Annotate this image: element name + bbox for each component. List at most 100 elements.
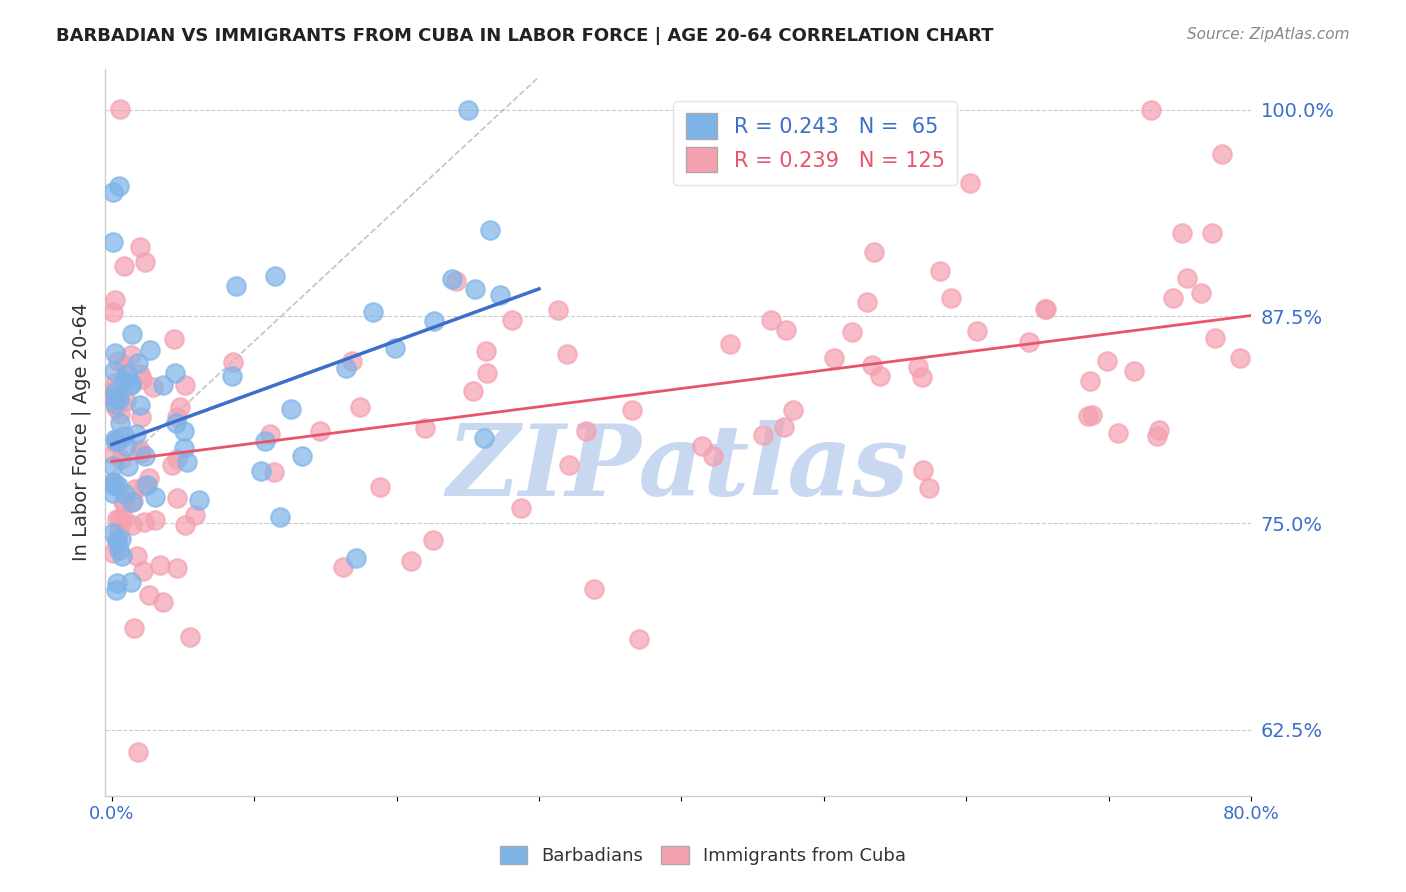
Point [444,275,467,289]
Point [1211,147,1233,161]
Point [959,177,981,191]
Point [166,561,188,575]
Point [457,103,479,117]
Point [105,434,128,449]
Point [112,260,135,274]
Point [105,576,128,591]
Point [122,621,145,635]
Point [101,305,124,319]
Point [105,533,128,547]
Point [179,630,201,644]
Point [863,245,886,260]
Point [928,264,950,278]
Point [165,366,187,380]
Point [361,304,384,318]
Point [1107,425,1129,440]
Point [173,425,195,439]
Point [129,446,152,460]
Point [280,402,302,417]
Point [108,433,131,447]
Point [349,401,371,415]
Point [114,394,136,409]
Point [1189,285,1212,300]
Point [104,436,127,450]
Point [110,407,132,421]
Point [461,384,484,399]
Point [143,490,166,504]
Point [103,525,125,540]
Point [472,431,495,445]
Point [160,458,183,472]
Point [134,449,156,463]
Point [340,354,363,368]
Point [384,341,406,355]
Point [110,532,132,546]
Point [101,486,124,500]
Point [869,369,891,384]
Point [1146,429,1168,443]
Point [702,449,724,463]
Point [1204,331,1226,345]
Point [152,595,174,609]
Y-axis label: In Labor Force | Age 20-64: In Labor Force | Age 20-64 [72,303,91,561]
Point [112,428,135,442]
Point [772,420,794,434]
Point [583,582,606,596]
Point [112,375,135,389]
Point [440,272,463,286]
Point [547,303,569,318]
Point [112,359,135,373]
Point [264,269,287,284]
Point [173,441,195,455]
Point [108,178,131,193]
Point [751,427,773,442]
Point [101,392,124,406]
Point [509,501,531,516]
Point [101,448,124,462]
Point [105,537,128,551]
Point [149,558,172,572]
Point [166,410,188,425]
Point [1078,374,1101,388]
Point [132,515,155,529]
Point [1140,103,1163,117]
Point [107,479,129,493]
Point [139,343,162,358]
Point [104,432,127,446]
Point [117,458,139,473]
Point [918,481,941,495]
Point [477,366,499,380]
Point [129,443,152,458]
Point [104,376,127,390]
Point [103,364,125,378]
Point [555,347,578,361]
Point [129,410,152,425]
Point [782,403,804,417]
Point [290,449,312,463]
Point [1018,335,1040,350]
Point [114,496,136,510]
Legend: R = 0.243   N =  65, R = 0.239   N = 125: R = 0.243 N = 65, R = 0.239 N = 125 [673,101,957,185]
Point [111,495,134,509]
Point [131,371,153,385]
Point [136,477,159,491]
Text: Source: ZipAtlas.com: Source: ZipAtlas.com [1187,27,1350,42]
Point [1201,226,1223,240]
Point [856,295,879,310]
Point [1163,291,1185,305]
Point [108,523,131,537]
Point [120,377,142,392]
Point [422,533,444,548]
Point [166,452,188,467]
Point [225,279,247,293]
Point [1229,351,1251,365]
Point [115,367,138,381]
Point [263,465,285,479]
Point [128,398,150,412]
Point [1175,270,1198,285]
Point [121,495,143,509]
Point [558,458,581,472]
Point [259,427,281,442]
Point [152,378,174,392]
Point [1035,301,1057,316]
